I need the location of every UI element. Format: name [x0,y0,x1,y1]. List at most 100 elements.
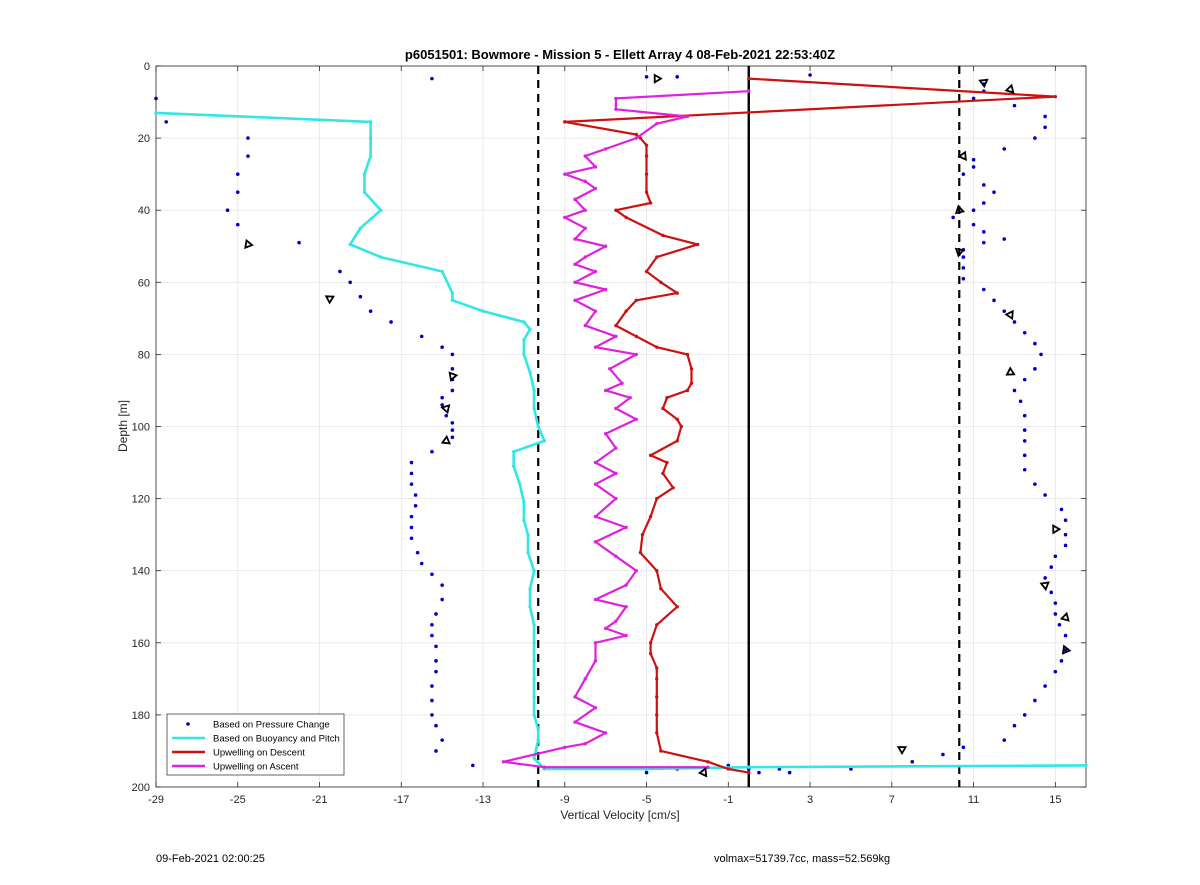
line-vertex-point [563,215,567,220]
triangle-marker [954,204,966,215]
line-vertex-point [536,727,540,732]
pressure-change-point [450,367,455,371]
pressure-change-point [1033,136,1037,140]
pressure-change-point [444,413,449,418]
line-vertex-point [532,677,536,681]
line-vertex-point [532,623,536,627]
line-vertex-point [747,765,751,769]
legend-label: Upwelling on Ascent [213,762,299,773]
pressure-change-point [961,276,966,281]
line-vertex-point [655,345,659,349]
legend-swatch [186,722,190,726]
x-tick-label: 15 [1049,794,1061,806]
line-vertex-point [685,114,690,119]
footer-timestamp: 09-Feb-2021 02:00:25 [156,853,265,865]
triangle-marker [1059,611,1070,622]
line-vertex-point [450,291,455,295]
line-vertex-point [511,450,516,454]
line-vertex-point [603,388,608,393]
line-vertex-point [593,309,598,313]
pressure-change-point [992,190,996,194]
line-vertex-point [481,309,485,313]
line-vertex-point [1053,94,1058,99]
pressure-change-point [430,622,434,627]
line-vertex-point [368,154,373,158]
pressure-change-point [1022,713,1027,717]
pressure-change-point [1057,622,1062,627]
pressure-change-point [235,172,240,176]
pressure-change-point [164,120,169,124]
line-vertex-point [648,453,653,458]
line-vertex-point [665,460,669,465]
line-vertex-point [614,554,618,558]
line-vertex-point [747,89,751,93]
line-vertex-point [532,713,536,717]
series-group [154,73,1088,778]
pressure-change-point [1063,518,1068,523]
pressure-change-point [1033,482,1037,486]
triangle-marker [896,746,908,756]
line-vertex-point [1084,763,1088,768]
pressure-change-point [1053,669,1058,674]
pressure-change-point [1063,633,1068,638]
line-vertex-point [620,381,624,385]
pressure-change-point [1012,320,1017,324]
y-tick-label: 180 [132,710,150,722]
line-vertex-point [614,446,618,450]
pressure-change-point [297,240,301,245]
x-axis-label: Vertical Velocity [cm/s] [560,808,679,822]
line-vertex-point [573,262,577,266]
pressure-change-point [971,222,976,227]
line-vertex-point [536,738,540,742]
triangle-marker [697,767,708,778]
line-vertex-point [655,677,659,681]
pressure-change-point [1022,453,1027,458]
line-vertex-point [542,439,547,443]
pressure-change-point [1033,367,1037,371]
pressure-change-point [419,561,424,566]
pressure-change-point [440,738,444,742]
chart-title: p6051501: Bowmore - Mission 5 - Ellett A… [405,47,835,62]
triangle-marker [440,404,451,415]
pressure-change-point [1053,554,1058,559]
pressure-change-point [409,471,414,476]
line-vertex-point [603,147,608,151]
line-vertex-point [511,464,516,468]
pressure-change-point [961,745,966,750]
line-vertex-point [655,695,659,699]
pressure-change-point [450,421,455,425]
y-tick-label: 120 [132,494,150,506]
y-tick-label: 160 [132,638,150,650]
pressure-change-point [450,435,455,440]
pressure-change-point [1012,723,1017,728]
line-vertex-point [644,154,649,158]
pressure-change-point [430,698,434,703]
x-tick-label: -9 [560,794,570,806]
pressure-change-point [430,572,434,577]
pressure-change-point [1039,352,1043,357]
y-tick-label: 0 [144,61,150,73]
pressure-change-point [1012,388,1017,393]
pressure-change-point [450,352,455,357]
triangle-marker [1061,644,1072,655]
line-vertex-point [583,154,587,158]
line-vertex-point [644,143,649,148]
line-vertex-point [379,208,383,212]
line-vertex-point [634,569,639,573]
pressure-change-point [440,403,444,407]
line-vertex-point [603,432,608,436]
pressure-change-point [440,597,444,602]
pressure-change-point [246,136,250,140]
pressure-change-point [368,309,373,313]
line-vertex-point [563,120,567,124]
line-vertex-point [675,439,679,443]
pressure-change-point [971,208,976,212]
line-vertex-point [648,651,653,656]
line-vertex-point [593,460,598,465]
line-vertex-point [440,269,444,274]
line-vertex-point [695,242,700,247]
pressure-change-point [1049,565,1054,569]
line-vertex-point [706,765,710,769]
line-vertex-point [532,641,536,645]
line-vertex-point [659,280,663,284]
